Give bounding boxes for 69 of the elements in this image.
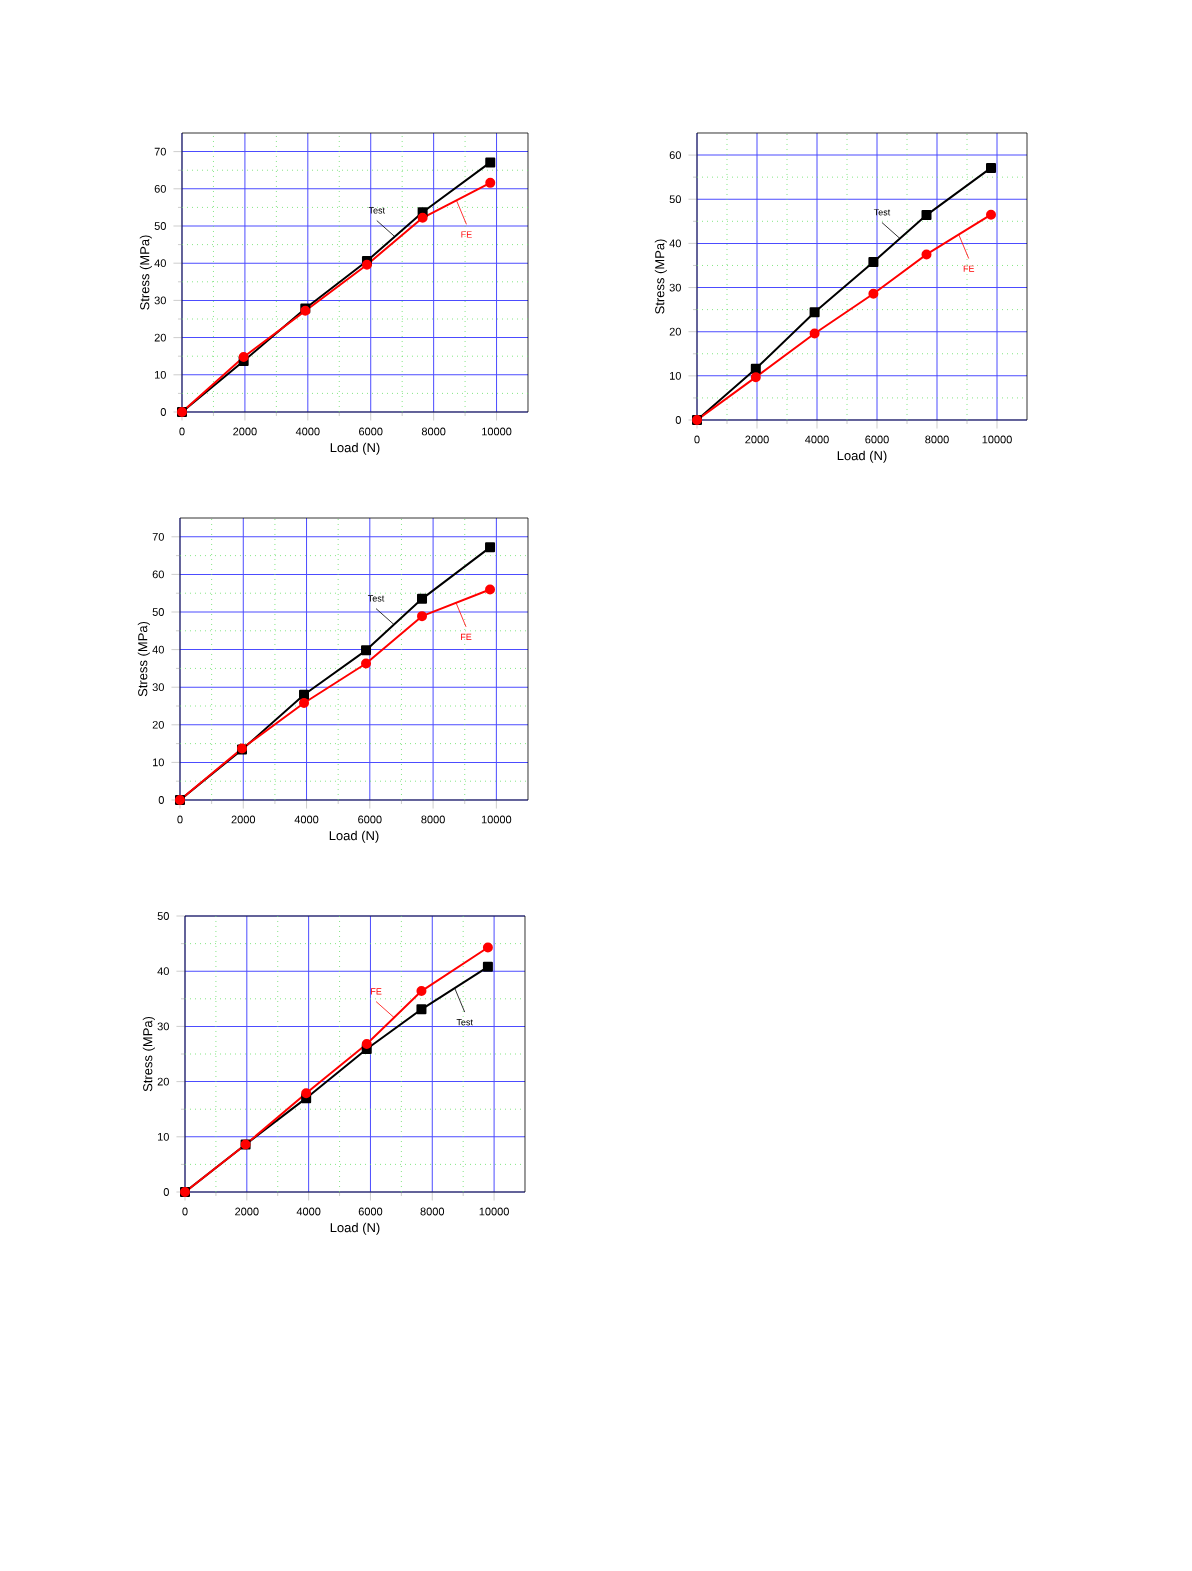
text: FE	[461, 231, 472, 238]
x-axis-title: Load (N)	[330, 442, 380, 455]
x-tick-label: 0	[182, 1207, 188, 1216]
y-tick-label: 70	[154, 147, 166, 156]
text: Test	[873, 209, 891, 216]
y-tick-label: 40	[157, 967, 169, 976]
x-axis-title: Load (N)	[329, 830, 379, 843]
y-axis-title: Stress (MPa)	[654, 239, 667, 314]
x-tick-label: 8000	[421, 427, 446, 436]
x-tick-label: 4000	[296, 1207, 321, 1216]
x-tick-label: 4000	[805, 435, 829, 444]
y-tick-label: 30	[154, 296, 166, 305]
x-tick-label: 10000	[479, 1207, 509, 1216]
text: FE	[371, 988, 382, 995]
y-tick-label: 20	[669, 327, 681, 336]
y-tick-label: 10	[155, 370, 166, 379]
x-tick-label: 2000	[745, 435, 769, 444]
x-axis-title: Load (N)	[837, 450, 887, 463]
y-tick-label: 10	[158, 1132, 169, 1141]
x-tick-label: 0	[694, 435, 700, 444]
text: Test	[367, 595, 385, 602]
x-axis-title: Load (N)	[330, 1222, 380, 1235]
x-tick-label: 8000	[421, 815, 445, 824]
y-tick-label: 30	[669, 283, 681, 292]
y-tick-label: 20	[152, 720, 164, 729]
x-tick-label: 2000	[233, 427, 257, 436]
x-tick-label: 6000	[359, 427, 383, 436]
y-axis-title: Stress (MPa)	[139, 235, 152, 310]
y-tick-label: 50	[154, 222, 166, 230]
y-tick-label: 60	[152, 570, 164, 579]
x-tick-label: 6000	[358, 815, 382, 824]
y-tick-label: 50	[152, 608, 164, 616]
x-tick-label: 4000	[295, 427, 320, 436]
x-tick-label: 0	[177, 815, 183, 824]
x-tick-label: 6000	[865, 435, 889, 444]
y-tick-label: 0	[160, 408, 166, 416]
y-tick-label: 60	[154, 184, 166, 193]
y-tick-label: 30	[152, 683, 164, 692]
y-tick-label: 40	[152, 645, 164, 654]
y-axis-title: Stress (MPa)	[142, 1016, 155, 1092]
y-tick-label: 40	[669, 239, 681, 248]
y-tick-label: 40	[154, 259, 166, 268]
y-tick-label: 50	[669, 195, 681, 204]
text: FE	[461, 633, 472, 641]
y-tick-label: 50	[157, 912, 169, 920]
y-tick-label: 20	[154, 333, 166, 342]
y-tick-label: 10	[153, 758, 164, 767]
x-tick-label: 6000	[358, 1207, 383, 1216]
y-tick-label: 30	[157, 1022, 169, 1031]
text: Test	[456, 1019, 473, 1026]
y-tick-label: 20	[157, 1077, 169, 1086]
x-tick-label: 8000	[925, 435, 949, 444]
y-tick-label: 10	[670, 371, 681, 380]
x-tick-label: 8000	[420, 1207, 445, 1216]
y-tick-label: 0	[163, 1188, 169, 1196]
x-tick-label: 2000	[231, 815, 256, 824]
x-tick-label: 2000	[235, 1207, 259, 1216]
x-tick-label: 0	[179, 427, 185, 436]
y-tick-label: 70	[152, 532, 164, 541]
x-tick-label: 10000	[481, 815, 512, 824]
text: Test	[368, 207, 385, 214]
text: FE	[963, 265, 975, 272]
y-tick-label: 60	[669, 151, 681, 159]
x-tick-label: 10000	[482, 427, 512, 436]
y-axis-title: Stress (MPa)	[137, 621, 150, 697]
x-tick-label: 4000	[294, 815, 319, 824]
y-tick-label: 0	[158, 796, 164, 804]
x-tick-label: 10000	[982, 435, 1012, 444]
y-tick-label: 0	[675, 416, 681, 424]
